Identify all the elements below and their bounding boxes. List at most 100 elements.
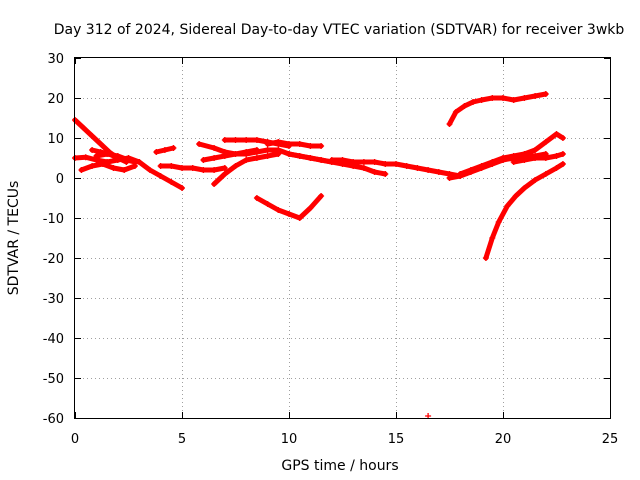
- data-point: [339, 157, 346, 163]
- series-line: [286, 151, 388, 177]
- y-tick-label: -30: [43, 292, 64, 307]
- series-s20: [510, 151, 566, 165]
- data-point: [553, 165, 560, 171]
- series-s10: [200, 147, 260, 163]
- data-point: [446, 175, 453, 181]
- data-point: [286, 151, 292, 157]
- data-point: [510, 97, 517, 103]
- series-s18: [482, 161, 566, 261]
- y-tick-label: 30: [47, 52, 64, 67]
- data-point: [296, 215, 303, 221]
- data-point: [264, 153, 271, 159]
- data-point: [512, 193, 519, 199]
- data-point: [275, 151, 282, 157]
- data-point: [170, 145, 177, 151]
- data-point: [221, 153, 228, 159]
- series-line: [78, 161, 138, 173]
- data-point: [275, 139, 282, 145]
- data-point: [211, 181, 218, 187]
- data-point: [489, 95, 496, 101]
- data-point: [559, 161, 566, 167]
- data-point: [510, 159, 517, 165]
- data-point: [435, 169, 442, 175]
- data-point: [232, 151, 239, 157]
- data-point: [221, 137, 228, 143]
- y-tick-label: 10: [47, 132, 64, 147]
- data-point: [371, 159, 378, 165]
- x-tick-label: 20: [495, 432, 512, 447]
- data-point: [80, 125, 87, 131]
- series-s15: [328, 157, 464, 179]
- data-point: [360, 165, 367, 171]
- data-point: [296, 153, 303, 159]
- data-point: [253, 155, 260, 161]
- data-point: [97, 141, 104, 147]
- x-tick-label: 25: [602, 432, 619, 447]
- data-point: [328, 157, 335, 163]
- data-point: [559, 135, 566, 141]
- data-point: [521, 185, 528, 191]
- data-point: [243, 157, 250, 163]
- data-point: [470, 99, 477, 105]
- y-tick-label: 0: [56, 172, 64, 187]
- data-point: [78, 167, 85, 173]
- data-point: [414, 165, 421, 171]
- x-tick-label: 10: [281, 432, 298, 447]
- data-point: [89, 147, 96, 153]
- data-point: [221, 165, 228, 171]
- data-point: [521, 95, 528, 101]
- data-point: [446, 121, 453, 127]
- x-tick-label: 15: [388, 432, 405, 447]
- data-point: [478, 163, 485, 169]
- data-point: [168, 163, 175, 169]
- data-point: [500, 155, 506, 161]
- data-point: [382, 171, 389, 177]
- data-point: [125, 157, 132, 163]
- data-point: [121, 167, 128, 173]
- data-point: [104, 151, 111, 157]
- y-tick-label: -40: [43, 332, 64, 347]
- data-point: [157, 163, 164, 169]
- series-s3: [78, 161, 138, 173]
- data-point: [495, 219, 502, 225]
- data-point: [157, 173, 164, 179]
- data-point: [82, 154, 89, 161]
- data-point: [211, 145, 218, 151]
- axis-ticks: 0 5 10 15 20 25 -60 -50 -40 -30 -20 -10 0 10 20 30: [43, 52, 619, 447]
- data-point: [93, 153, 100, 159]
- data-point: [296, 141, 303, 147]
- data-point: [153, 149, 160, 155]
- data-point: [532, 93, 539, 99]
- data-point: [461, 103, 468, 109]
- data-point: [146, 167, 153, 173]
- data-point: [136, 159, 143, 165]
- data-point: [542, 91, 549, 97]
- chart-title: Day 312 of 2024, Sidereal Day-to-day VTE…: [54, 22, 625, 38]
- data-point: [360, 159, 367, 165]
- data-point: [286, 211, 292, 217]
- data-point: [114, 153, 121, 159]
- data-point: [211, 155, 218, 161]
- x-axis-label: GPS time / hours: [281, 458, 398, 474]
- data-point: [425, 167, 432, 173]
- data-point: [131, 163, 138, 169]
- data-point: [559, 151, 566, 157]
- data-point: [286, 141, 292, 147]
- data-point: [221, 171, 228, 177]
- data-point: [253, 137, 260, 143]
- data-point: [457, 171, 464, 177]
- series-s5: [93, 151, 143, 165]
- data-point: [542, 171, 549, 177]
- data-point: [521, 151, 528, 157]
- data-point: [264, 147, 271, 153]
- data-point: [403, 163, 410, 169]
- data-point: [510, 153, 517, 159]
- data-point: [179, 185, 185, 191]
- grid-lines: [75, 58, 610, 418]
- data-point: [478, 97, 485, 103]
- data-point: [318, 193, 325, 199]
- data-point: [89, 163, 96, 169]
- data-point: [382, 161, 389, 167]
- data-point: [179, 165, 185, 171]
